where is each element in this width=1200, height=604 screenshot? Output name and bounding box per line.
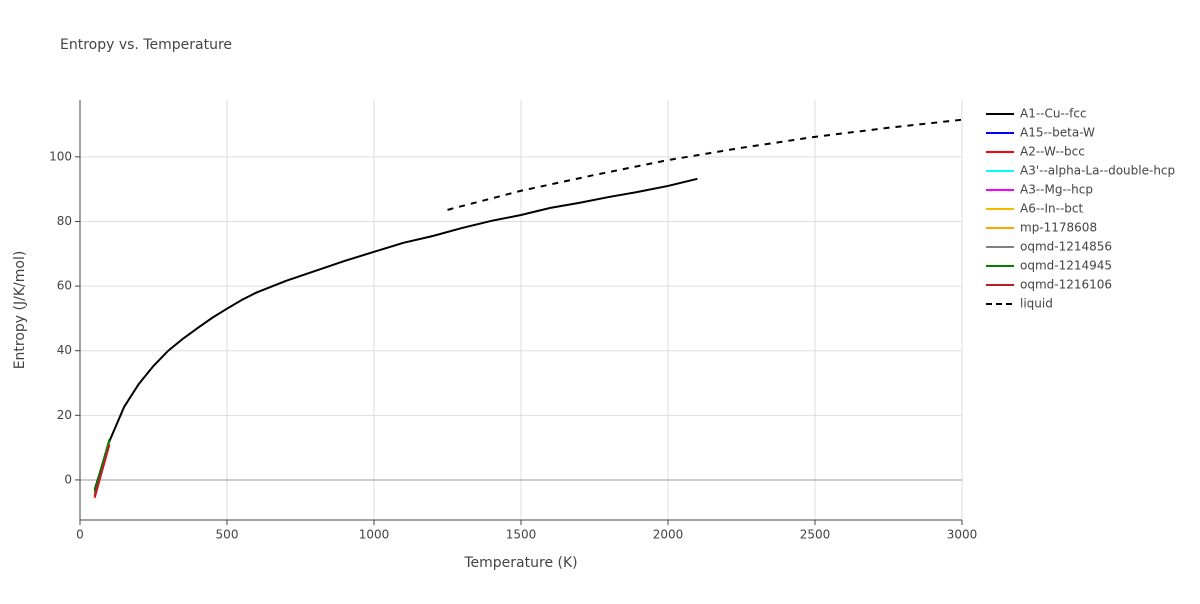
y-tick-label: 20: [57, 408, 72, 422]
x-tick-label: 2000: [653, 528, 684, 542]
x-tick-label: 3000: [947, 528, 978, 542]
x-tick-label: 1000: [359, 528, 390, 542]
legend-label: liquid: [1020, 297, 1053, 311]
y-tick-label: 0: [64, 472, 72, 486]
x-tick-label: 2500: [800, 528, 831, 542]
y-tick-label: 80: [57, 214, 72, 228]
x-tick-label: 1500: [506, 528, 537, 542]
series-line: [93, 177, 698, 490]
x-tick-label: 500: [216, 528, 239, 542]
x-axis-title: Temperature (K): [463, 555, 577, 571]
y-tick-label: 100: [49, 149, 72, 163]
legend-label: oqmd-1214856: [1020, 240, 1112, 254]
y-tick-label: 40: [57, 343, 72, 357]
x-tick-label: 0: [76, 528, 84, 542]
legend-label: A6--In--bct: [1020, 202, 1084, 216]
legend-label: oqmd-1216106: [1020, 278, 1112, 292]
series-line: [93, 444, 111, 497]
legend-label: mp-1178608: [1020, 221, 1097, 235]
legend-label: A3--Mg--hcp: [1020, 183, 1093, 197]
series-line: [447, 118, 963, 211]
legend-label: A1--Cu--fcc: [1020, 107, 1087, 121]
legend-label: A3'--alpha-La--double-hcp: [1020, 164, 1175, 178]
legend-label: A2--W--bcc: [1020, 145, 1085, 159]
series-line: [93, 439, 111, 492]
y-tick-label: 60: [57, 279, 72, 293]
y-axis-title: Entropy (J/K/mol): [12, 251, 28, 370]
legend-label: oqmd-1214945: [1020, 259, 1112, 273]
legend-label: A15--beta-W: [1020, 126, 1095, 140]
chart-title: Entropy vs. Temperature: [60, 37, 232, 53]
